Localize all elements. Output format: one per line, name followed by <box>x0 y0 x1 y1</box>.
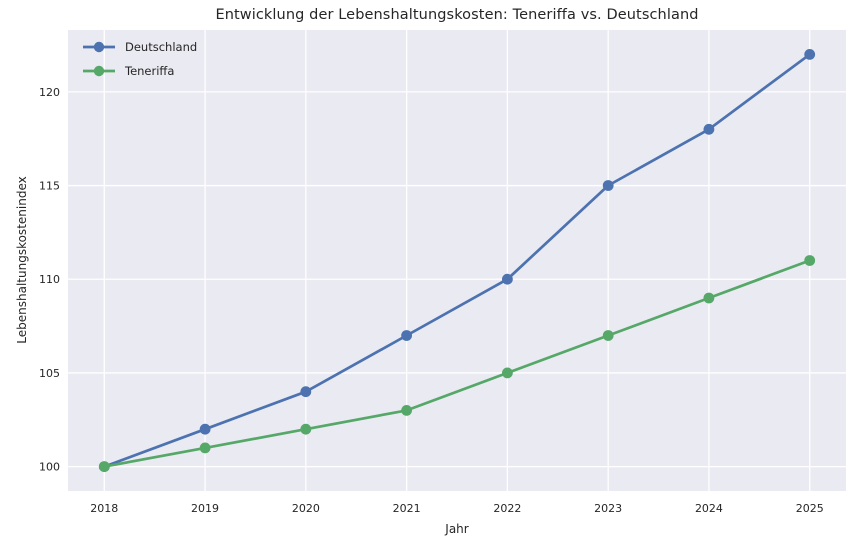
x-tick-label: 2019 <box>191 502 219 515</box>
data-point-teneriffa <box>804 255 816 266</box>
y-axis-label: Lebenshaltungskostenindex <box>15 176 29 344</box>
data-point-teneriffa <box>401 405 412 416</box>
data-point-teneriffa <box>98 461 110 472</box>
y-tick-label: 115 <box>39 180 60 193</box>
data-point-teneriffa <box>502 367 513 379</box>
data-point-teneriffa <box>199 442 211 454</box>
x-tick-label: 2024 <box>695 502 723 515</box>
legend-label: Deutschland <box>125 39 198 54</box>
legend-marker-1 <box>83 65 115 76</box>
data-point-deutschland <box>502 273 513 285</box>
legend-item-deutschland: Deutschland <box>82 36 197 57</box>
legend-marker-0 <box>83 41 115 52</box>
series-line-teneriffa <box>102 259 812 468</box>
y-tick-label: 105 <box>39 367 60 380</box>
data-point-teneriffa <box>300 423 312 435</box>
legend-label: Teneriffa <box>125 63 175 78</box>
data-point-deutschland <box>401 330 412 341</box>
x-tick-label: 2021 <box>393 502 421 515</box>
plot-area <box>68 30 846 491</box>
data-point-deutschland <box>602 180 614 191</box>
chart-title: Entwicklung der Lebenshaltungskosten: Te… <box>215 7 699 23</box>
x-tick-label: 2020 <box>292 502 320 515</box>
data-point-teneriffa <box>703 292 715 304</box>
x-tick-label: 2022 <box>493 502 521 515</box>
series-line-deutschland <box>102 53 812 468</box>
data-point-deutschland <box>199 423 211 435</box>
data-point-deutschland <box>804 49 816 60</box>
legend-item-teneriffa: Teneriffa <box>82 60 197 81</box>
x-tick-label: 2023 <box>594 502 622 515</box>
data-point-deutschland <box>703 123 715 135</box>
x-tick-label: 2018 <box>90 502 118 515</box>
chart-legend: Deutschland Teneriffa <box>82 36 197 81</box>
x-axis-label: Jahr <box>445 522 469 536</box>
y-tick-label: 120 <box>39 86 60 99</box>
data-point-deutschland <box>300 386 312 398</box>
x-tick-label: 2025 <box>796 502 824 515</box>
y-tick-label: 110 <box>39 273 60 286</box>
y-tick-label: 100 <box>39 461 60 474</box>
data-point-teneriffa <box>602 330 614 341</box>
